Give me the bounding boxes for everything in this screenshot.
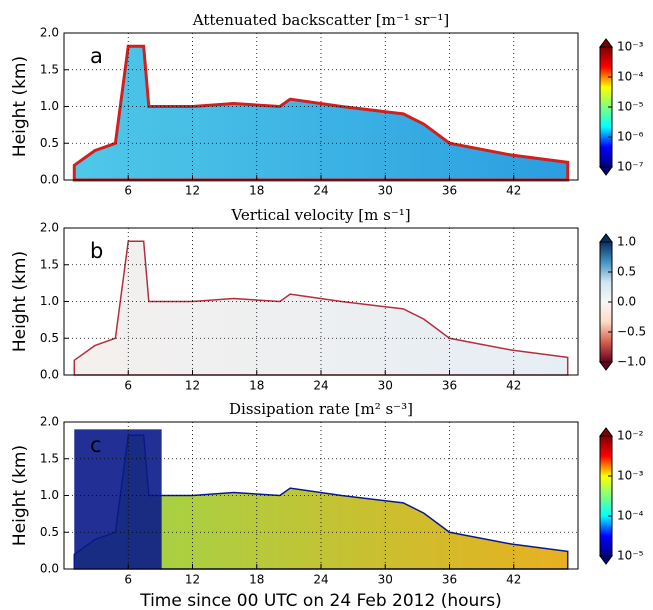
y-tick-label: 0.0 [40, 562, 59, 576]
x-tick-label: 6 [124, 379, 132, 393]
y-tick-label: 1.0 [40, 488, 59, 502]
y-tick-label: 0.5 [40, 331, 59, 345]
y-tick-label: 1.5 [40, 257, 59, 271]
panel-title: Dissipation rate [m² s⁻³] [229, 400, 413, 418]
plot-frame [63, 227, 579, 376]
x-tick-label: 12 [185, 379, 200, 393]
x-tick-label: 18 [249, 573, 264, 587]
x-tick-label: 36 [442, 573, 457, 587]
panel-label: a [90, 44, 103, 68]
colorbar-tick-label: −0.5 [617, 325, 646, 339]
y-tick-label: 2.0 [40, 415, 59, 429]
y-axis-label: Height (km) [10, 445, 30, 546]
x-tick-label: 36 [442, 379, 457, 393]
x-tick-label: 18 [249, 379, 264, 393]
x-tick-label: 24 [313, 573, 328, 587]
x-tick-label: 30 [378, 184, 393, 198]
panel-label: b [90, 239, 103, 263]
x-tick-label: 30 [378, 573, 393, 587]
x-tick-label: 42 [506, 379, 521, 393]
colorbar-tick-label: −1.0 [617, 355, 646, 369]
colorbar-tick-label: 0.5 [617, 265, 636, 279]
colorbar-extend [599, 38, 613, 48]
x-tick-label: 42 [506, 573, 521, 587]
y-tick-label: 2.0 [40, 221, 59, 235]
colorbar-tick-label: 10⁻⁴ [617, 509, 644, 523]
colorbar-tick-label: 10⁻² [617, 429, 644, 443]
x-tick-label: 12 [185, 184, 200, 198]
x-tick-label: 6 [124, 184, 132, 198]
colorbar-tick-label: 10⁻⁵ [617, 549, 644, 563]
x-tick-label: 12 [185, 573, 200, 587]
y-axis-label: Height (km) [10, 251, 30, 352]
colorbar-tick-label: 10⁻⁵ [617, 100, 644, 114]
colorbar-extend [599, 166, 613, 176]
colorbar-tick-label: 10⁻⁷ [617, 160, 644, 174]
y-tick-label: 1.5 [40, 451, 59, 465]
y-tick-label: 1.0 [40, 99, 59, 113]
colorbar-tick-label: 10⁻³ [617, 469, 644, 483]
colorbar-tick-label: 1.0 [617, 235, 636, 249]
x-tick-label: 36 [442, 184, 457, 198]
heatmap-low-region [74, 429, 162, 569]
plot-frame [63, 32, 579, 181]
x-tick-label: 42 [506, 184, 521, 198]
x-tick-label: 6 [124, 573, 132, 587]
x-tick-label: 18 [249, 184, 264, 198]
colorbar-extend [599, 233, 613, 243]
y-tick-label: 1.0 [40, 294, 59, 308]
colorbar-tick-label: 10⁻⁶ [617, 130, 644, 144]
x-axis-label: Time since 00 UTC on 24 Feb 2012 (hours) [139, 591, 502, 610]
panel-title: Attenuated backscatter [m⁻¹ sr⁻¹] [192, 11, 449, 29]
colorbar-extend [599, 361, 613, 371]
y-tick-label: 0.0 [40, 173, 59, 187]
y-tick-label: 2.0 [40, 26, 59, 40]
y-tick-label: 0.0 [40, 368, 59, 382]
panel-title: Vertical velocity [m s⁻¹] [230, 206, 410, 224]
colorbar-tick-label: 0.0 [617, 295, 636, 309]
x-tick-label: 24 [313, 184, 328, 198]
plot-frame [63, 421, 579, 570]
colorbar-tick-label: 10⁻³ [617, 40, 644, 54]
colorbar-tick-label: 10⁻⁴ [617, 70, 644, 84]
y-axis-label: Height (km) [10, 56, 30, 157]
x-tick-label: 30 [378, 379, 393, 393]
colorbar [599, 435, 613, 557]
y-tick-label: 1.5 [40, 62, 59, 76]
x-tick-label: 24 [313, 379, 328, 393]
colorbar-extend [599, 427, 613, 437]
colorbar-extend [599, 555, 613, 565]
y-tick-label: 0.5 [40, 136, 59, 150]
y-tick-label: 0.5 [40, 525, 59, 539]
panel-label: c [90, 433, 102, 457]
